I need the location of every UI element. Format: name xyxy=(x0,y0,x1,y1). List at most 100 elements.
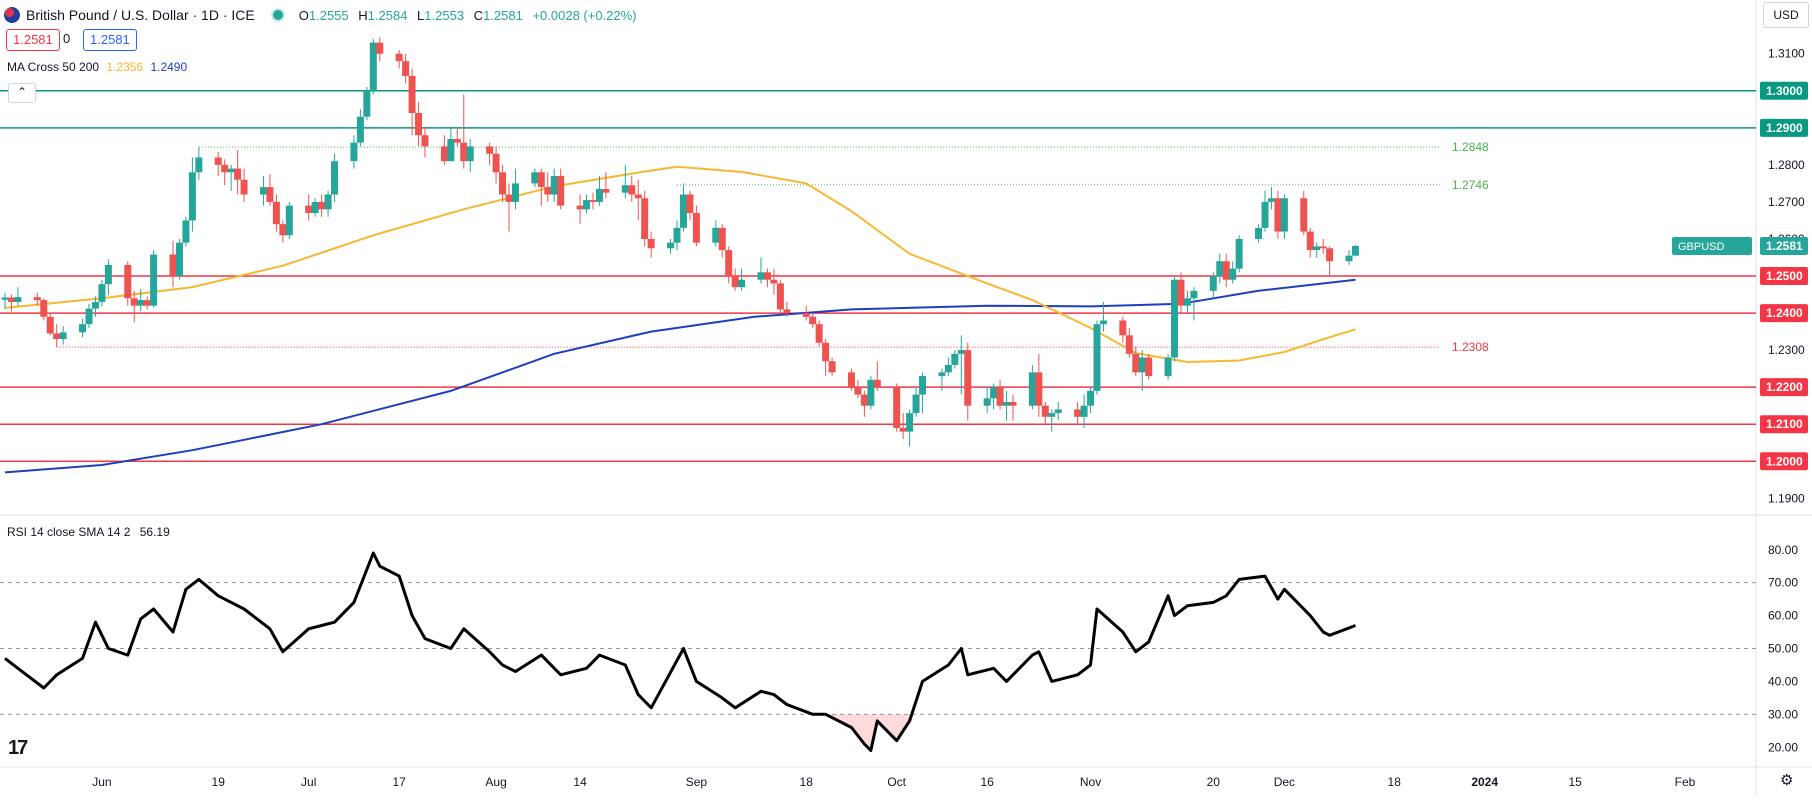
candle-body xyxy=(544,187,552,195)
candle-down xyxy=(634,179,642,221)
dotted-level-label: 1.2308 xyxy=(1452,340,1489,354)
level-tag xyxy=(1760,267,1808,286)
level-tag-label: 1.2500 xyxy=(1766,269,1803,283)
level-tag-label: 1.2100 xyxy=(1766,417,1803,431)
time-tick-label: 19 xyxy=(212,775,226,789)
candle-body xyxy=(847,372,855,388)
candle-up xyxy=(1280,194,1288,239)
candle-down xyxy=(576,194,584,225)
candle-down xyxy=(240,168,248,202)
candle-up xyxy=(712,220,720,247)
ma-cross-legend[interactable]: MA Cross 50 200 1.2356 1.2490 xyxy=(7,60,187,74)
candle-up xyxy=(1138,350,1146,391)
gear-icon[interactable]: ⚙ xyxy=(1780,772,1794,789)
candle-body xyxy=(757,272,765,280)
candle-body xyxy=(964,350,972,406)
candle-down xyxy=(964,342,972,421)
candle-down xyxy=(1306,227,1314,258)
candle-body xyxy=(860,394,868,406)
candle-down xyxy=(854,379,862,399)
tradingview-logo[interactable]: 17 xyxy=(8,737,28,759)
candle-body xyxy=(595,188,603,202)
candle-down xyxy=(692,205,700,247)
candle-down xyxy=(996,379,1004,410)
candle-down xyxy=(1074,401,1082,425)
candle-down xyxy=(402,53,410,84)
rsi-tick-label: 40.00 xyxy=(1768,674,1798,688)
candle-body xyxy=(938,372,946,377)
candle-up xyxy=(350,135,358,169)
price-tick-label: 1.2800 xyxy=(1768,158,1805,172)
candle-body xyxy=(1099,320,1107,325)
symbol-tag xyxy=(1672,237,1752,256)
candle-up xyxy=(906,409,914,447)
candle-body xyxy=(763,272,771,280)
candle-down xyxy=(1009,394,1017,421)
candle-body xyxy=(240,179,248,195)
candle-body xyxy=(1132,353,1140,373)
buy-price-box[interactable]: 1.2581 xyxy=(83,29,137,51)
sell-price-box[interactable]: 1.2581 xyxy=(6,29,60,51)
rsi-legend[interactable]: RSI 14 close SMA 14 2 56.19 xyxy=(7,525,170,539)
rsi-tick-label: 50.00 xyxy=(1768,642,1798,656)
last-price-label: 1.2581 xyxy=(1766,239,1803,253)
candle-down xyxy=(234,150,242,195)
candle-up xyxy=(1003,390,1011,421)
candle-down xyxy=(169,240,177,288)
candle-body xyxy=(1048,413,1056,417)
candle-body xyxy=(673,227,681,243)
candle-body xyxy=(440,146,448,162)
candle-up xyxy=(195,147,203,180)
candle-body xyxy=(583,200,591,210)
candle-down xyxy=(40,298,48,321)
low-value: 1.2553 xyxy=(424,7,465,23)
candle-up xyxy=(1313,242,1321,258)
time-tick-label: 18 xyxy=(800,775,814,789)
collapse-legend-button[interactable]: ⌃ xyxy=(8,83,36,103)
close-value: 1.2581 xyxy=(483,7,523,23)
candle-down xyxy=(860,390,868,417)
candle-body xyxy=(770,279,778,284)
rsi-value: 56.19 xyxy=(139,525,170,539)
candle-body xyxy=(188,172,196,221)
candle-down xyxy=(318,194,326,217)
rsi-oversold-fill xyxy=(812,714,912,751)
candle-body xyxy=(537,172,545,188)
candle-down xyxy=(822,339,830,377)
level-tag-label: 1.2200 xyxy=(1766,380,1803,394)
currency-button[interactable]: USD xyxy=(1763,2,1809,28)
candle-down xyxy=(828,357,836,377)
candle-up xyxy=(867,376,875,410)
candle-body xyxy=(150,254,158,306)
candle-body xyxy=(499,172,507,195)
level-tag xyxy=(1760,452,1808,471)
candle-down xyxy=(279,220,287,243)
candle-down xyxy=(776,279,784,314)
candle-down xyxy=(847,368,855,391)
candle-up xyxy=(583,194,591,214)
candle-body xyxy=(40,300,48,317)
candle-down xyxy=(602,172,610,199)
candle-down xyxy=(130,290,138,323)
time-tick-label: 14 xyxy=(573,775,587,789)
candle-up xyxy=(550,168,558,202)
candle-body xyxy=(1319,246,1327,249)
candle-body xyxy=(285,205,293,236)
price-tick-label: 1.2300 xyxy=(1768,343,1805,357)
candle-up xyxy=(227,164,235,191)
spread-value: 0 xyxy=(63,29,71,49)
symbol-title[interactable]: British Pound / U.S. Dollar · 1D · ICE xyxy=(26,7,255,23)
candle-body xyxy=(557,175,565,206)
level-tag xyxy=(1760,81,1808,100)
candle-up xyxy=(919,372,927,414)
candle-body xyxy=(951,353,959,365)
candle-body xyxy=(957,350,965,354)
candle-body xyxy=(906,413,914,432)
candle-up xyxy=(1099,301,1107,332)
candle-down xyxy=(725,246,733,284)
candle-body xyxy=(944,364,952,373)
horizontal-lines-layer: 1.2848 1.2746 1.2308 xyxy=(0,90,1756,463)
candle-body xyxy=(466,146,474,162)
